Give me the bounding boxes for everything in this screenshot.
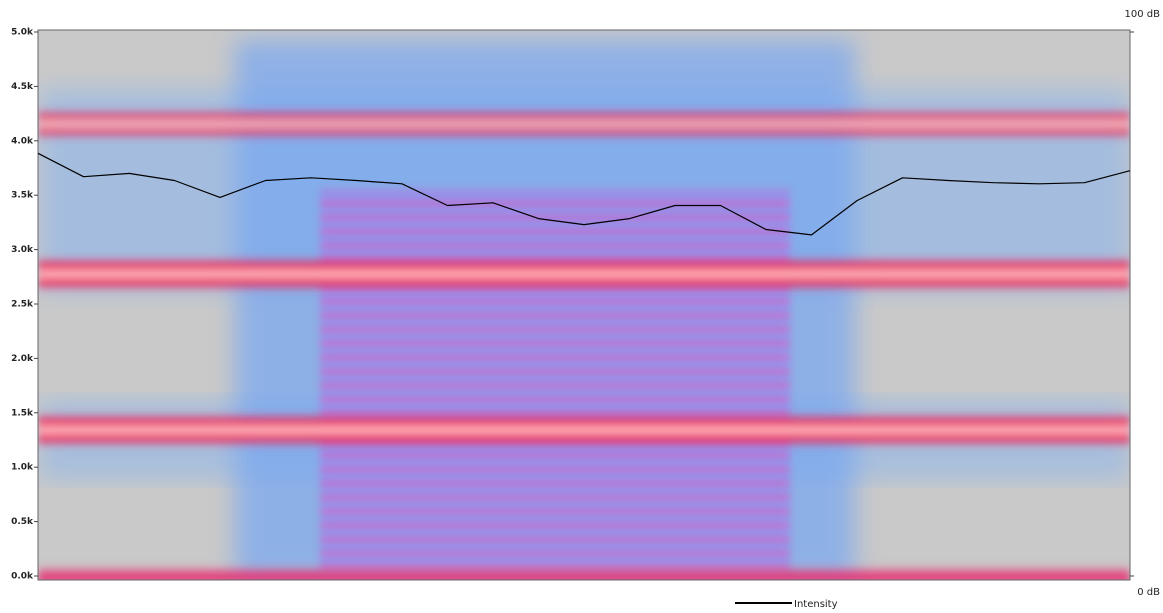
y-tick-label: 1.0k <box>11 463 34 473</box>
y-tick-label: 4.5k <box>11 82 34 92</box>
y-tick-label: 0.0k <box>11 572 34 582</box>
plot-frame <box>37 29 1131 581</box>
y-tick-label: 2.5k <box>11 300 34 310</box>
y2-tick-label: 0 dB <box>1137 587 1160 598</box>
y-tick-label: 3.0k <box>11 245 34 255</box>
y-tick-label: 3.5k <box>11 191 34 201</box>
y-tick-label: 5.0k <box>11 28 34 38</box>
y2-tick-label: 100 dB <box>1125 9 1161 20</box>
spectrogram <box>38 30 1130 580</box>
y-tick-label: 2.0k <box>11 354 34 364</box>
y-tick-label: 0.5k <box>11 517 34 527</box>
y-tick-label: 4.0k <box>11 136 34 146</box>
intensity-line <box>37 152 1131 236</box>
y-tick-label: 1.5k <box>11 408 34 418</box>
legend-label: Intensity <box>794 599 838 610</box>
